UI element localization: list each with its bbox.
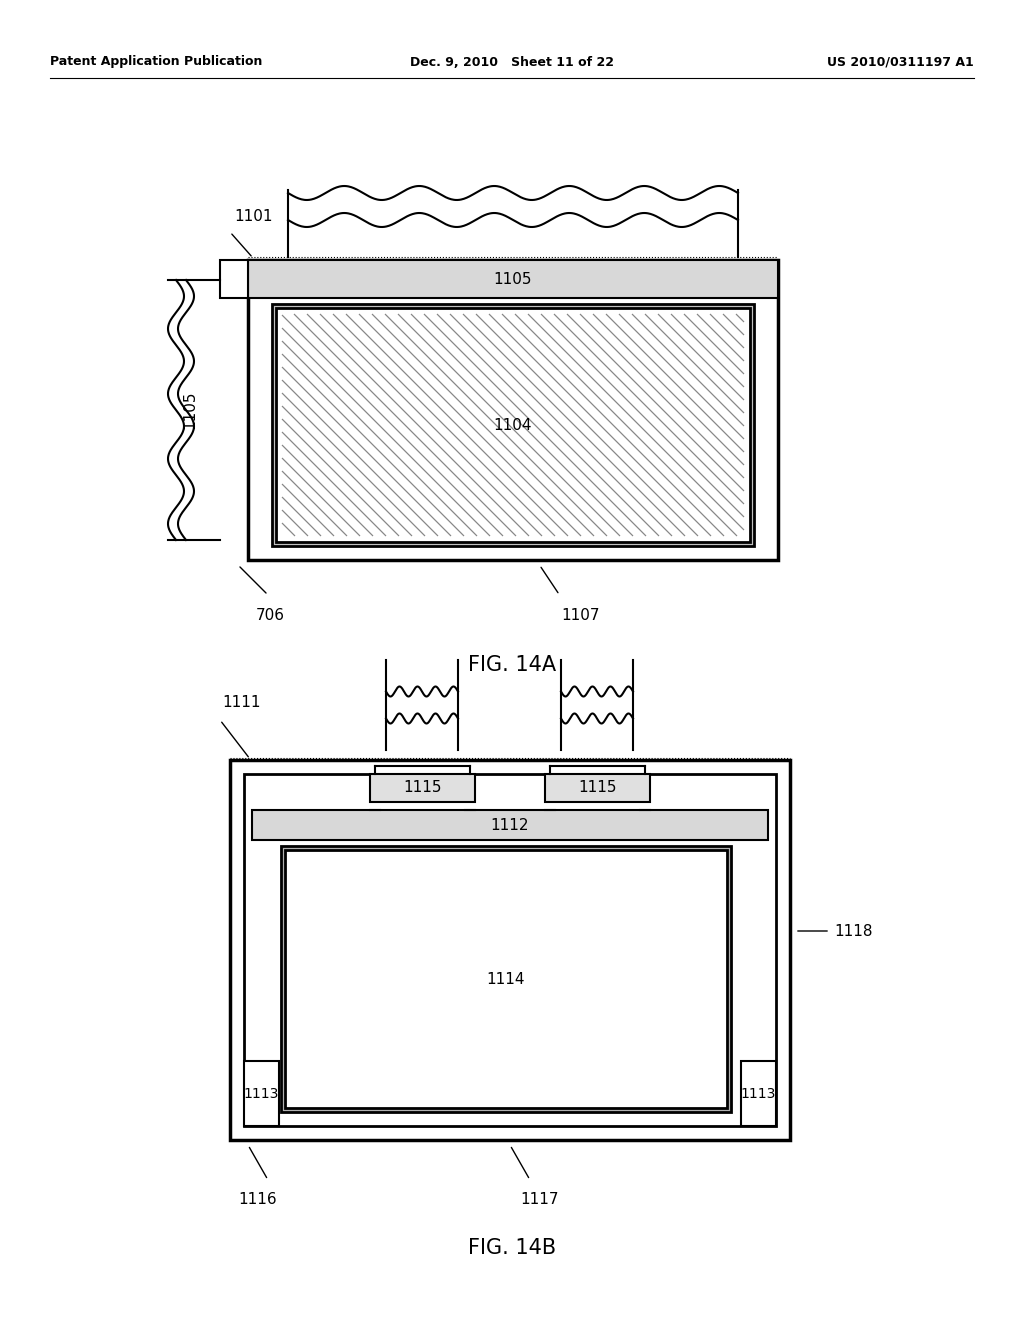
Text: 1116: 1116 bbox=[239, 1192, 278, 1206]
Text: 1107: 1107 bbox=[561, 609, 600, 623]
Bar bbox=[248, 260, 778, 560]
Text: US 2010/0311197 A1: US 2010/0311197 A1 bbox=[827, 55, 974, 69]
Bar bbox=[230, 760, 790, 1140]
Text: 1105: 1105 bbox=[494, 272, 532, 286]
Text: FIG. 14A: FIG. 14A bbox=[468, 655, 556, 675]
Text: 1113: 1113 bbox=[244, 1086, 280, 1101]
Bar bbox=[741, 1061, 776, 1126]
Bar bbox=[248, 260, 778, 298]
Bar bbox=[280, 312, 746, 539]
Bar bbox=[545, 774, 650, 803]
Text: 1114: 1114 bbox=[486, 972, 525, 986]
Text: 1113: 1113 bbox=[740, 1086, 776, 1101]
Bar bbox=[252, 810, 768, 840]
Text: 1115: 1115 bbox=[579, 780, 616, 796]
Bar bbox=[285, 850, 727, 1107]
Text: 1101: 1101 bbox=[234, 209, 272, 224]
Bar bbox=[276, 308, 750, 543]
Text: 1117: 1117 bbox=[521, 1192, 559, 1206]
Text: 1112: 1112 bbox=[490, 817, 529, 833]
Text: Patent Application Publication: Patent Application Publication bbox=[50, 55, 262, 69]
Bar bbox=[220, 260, 248, 298]
Bar bbox=[288, 853, 724, 1105]
Text: 1115: 1115 bbox=[403, 780, 441, 796]
Bar bbox=[272, 304, 754, 546]
Bar bbox=[281, 846, 731, 1111]
Bar bbox=[244, 1061, 279, 1126]
Text: 1118: 1118 bbox=[834, 924, 872, 939]
Text: FIG. 14B: FIG. 14B bbox=[468, 1238, 556, 1258]
Text: 706: 706 bbox=[256, 609, 285, 623]
Text: 1104: 1104 bbox=[494, 417, 532, 433]
Text: 1111: 1111 bbox=[222, 696, 260, 710]
Text: 1105: 1105 bbox=[182, 391, 198, 429]
Bar bbox=[244, 774, 776, 1126]
Text: Dec. 9, 2010   Sheet 11 of 22: Dec. 9, 2010 Sheet 11 of 22 bbox=[410, 55, 614, 69]
Bar bbox=[370, 774, 475, 803]
